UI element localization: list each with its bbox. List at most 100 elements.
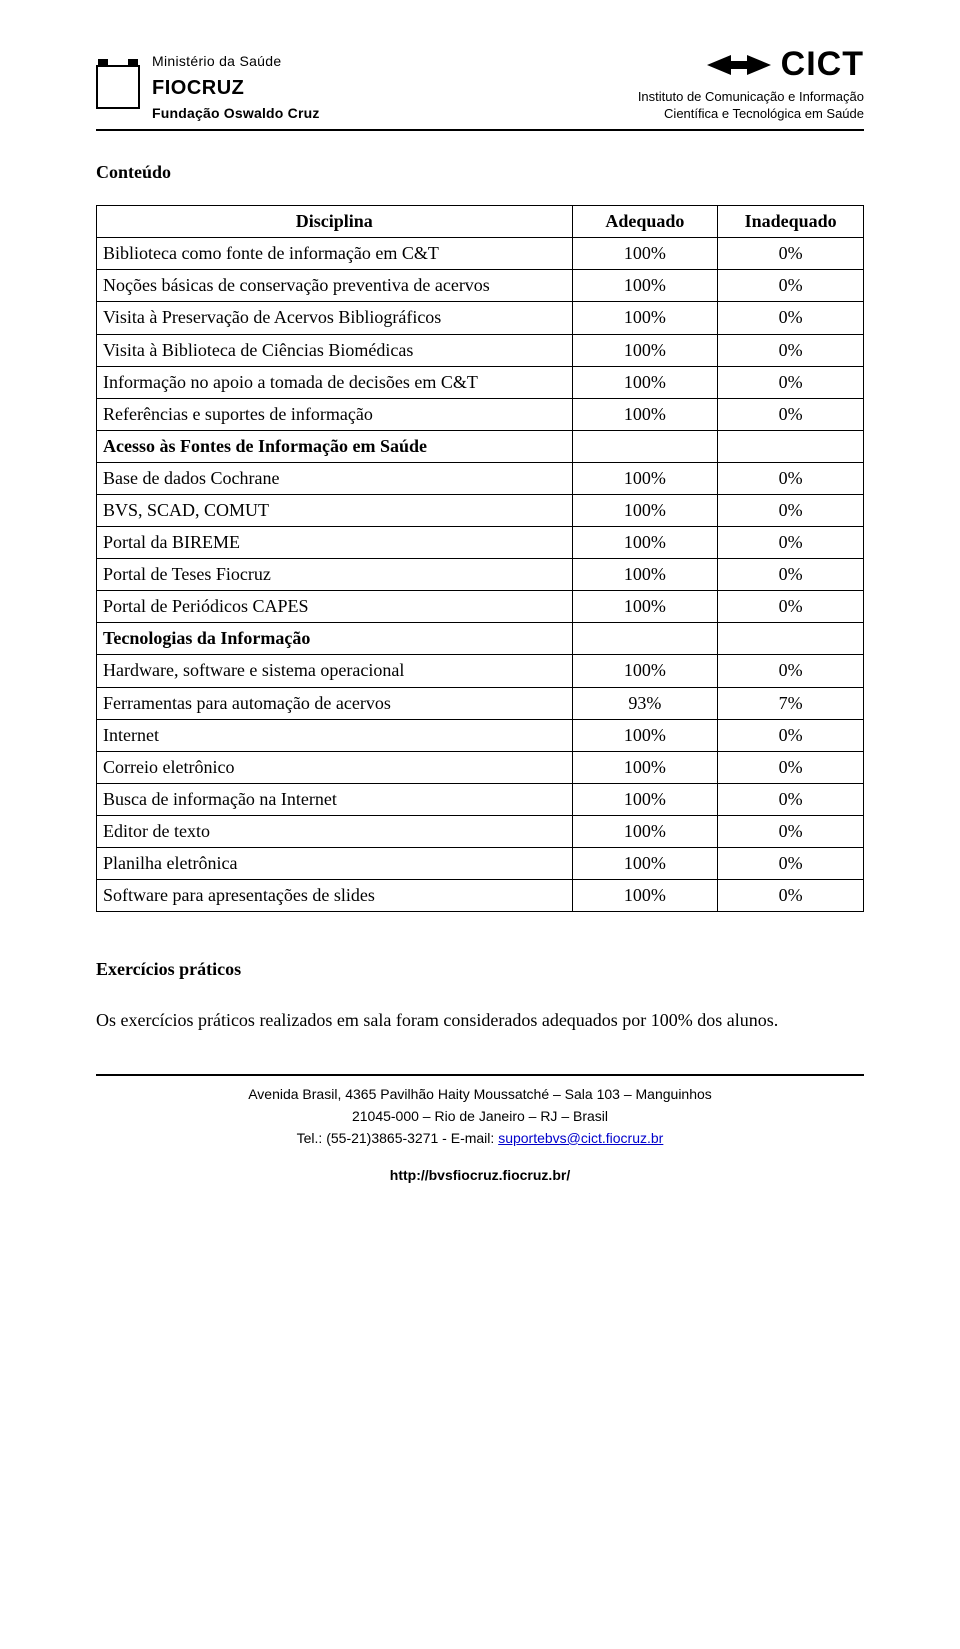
table-row: Tecnologias da Informação bbox=[97, 623, 864, 655]
row-inadequado bbox=[718, 430, 864, 462]
table-row: Portal de Teses Fiocruz100%0% bbox=[97, 559, 864, 591]
col-header-inadequado: Inadequado bbox=[718, 206, 864, 238]
row-adequado: 100% bbox=[572, 462, 718, 494]
row-adequado: 100% bbox=[572, 751, 718, 783]
footer-tel-prefix: Tel.: (55-21)3865-3271 - E-mail: bbox=[297, 1130, 499, 1146]
row-label: Software para apresentações de slides bbox=[97, 880, 573, 912]
row-inadequado: 0% bbox=[718, 366, 864, 398]
row-label: Referências e suportes de informação bbox=[97, 398, 573, 430]
row-label: Internet bbox=[97, 719, 573, 751]
row-inadequado: 0% bbox=[718, 495, 864, 527]
table-row: Planilha eletrônica100%0% bbox=[97, 848, 864, 880]
exercises-paragraph: Os exercícios práticos realizados em sal… bbox=[96, 1002, 864, 1038]
table-row: Biblioteca como fonte de informação em C… bbox=[97, 238, 864, 270]
row-adequado: 100% bbox=[572, 880, 718, 912]
row-inadequado: 0% bbox=[718, 848, 864, 880]
row-label: Portal de Periódicos CAPES bbox=[97, 591, 573, 623]
row-adequado: 100% bbox=[572, 719, 718, 751]
table-row: Internet100%0% bbox=[97, 719, 864, 751]
row-label: Visita à Preservação de Acervos Bibliogr… bbox=[97, 302, 573, 334]
letterhead-left-text: Ministério da Saúde FIOCRUZ Fundação Osw… bbox=[152, 51, 320, 123]
institute-line-1: Instituto de Comunicação e Informação bbox=[638, 89, 864, 106]
col-header-disciplina: Disciplina bbox=[97, 206, 573, 238]
page: Ministério da Saúde FIOCRUZ Fundação Osw… bbox=[0, 0, 960, 1649]
table-row: Hardware, software e sistema operacional… bbox=[97, 655, 864, 687]
fiocruz-castle-icon bbox=[96, 65, 140, 109]
row-label: Hardware, software e sistema operacional bbox=[97, 655, 573, 687]
table-row: Referências e suportes de informação100%… bbox=[97, 398, 864, 430]
section-title: Conteúdo bbox=[96, 159, 864, 185]
table-row: Visita à Biblioteca de Ciências Biomédic… bbox=[97, 334, 864, 366]
footer-block: Avenida Brasil, 4365 Pavilhão Haity Mous… bbox=[96, 1084, 864, 1149]
footer-rule bbox=[96, 1074, 864, 1076]
letterhead-right: CICT Instituto de Comunicação e Informaç… bbox=[638, 40, 864, 123]
row-inadequado: 0% bbox=[718, 302, 864, 334]
row-inadequado: 0% bbox=[718, 655, 864, 687]
fiocruz-line: FIOCRUZ bbox=[152, 74, 320, 103]
table-row: Busca de informação na Internet100%0% bbox=[97, 783, 864, 815]
row-adequado: 100% bbox=[572, 366, 718, 398]
row-adequado: 100% bbox=[572, 270, 718, 302]
row-inadequado: 0% bbox=[718, 462, 864, 494]
row-label: BVS, SCAD, COMUT bbox=[97, 495, 573, 527]
letterhead-left: Ministério da Saúde FIOCRUZ Fundação Osw… bbox=[96, 51, 320, 123]
conteudo-table: Disciplina Adequado Inadequado Bibliotec… bbox=[96, 205, 864, 912]
row-inadequado: 0% bbox=[718, 270, 864, 302]
table-row: Informação no apoio a tomada de decisões… bbox=[97, 366, 864, 398]
row-label: Biblioteca como fonte de informação em C… bbox=[97, 238, 573, 270]
table-row: Base de dados Cochrane100%0% bbox=[97, 462, 864, 494]
foundation-line: Fundação Oswaldo Cruz bbox=[152, 103, 320, 123]
row-inadequado: 0% bbox=[718, 591, 864, 623]
row-inadequado: 0% bbox=[718, 334, 864, 366]
footer-address-1: Avenida Brasil, 4365 Pavilhão Haity Mous… bbox=[96, 1084, 864, 1106]
cict-acronym: CICT bbox=[781, 40, 864, 89]
row-inadequado: 0% bbox=[718, 815, 864, 847]
row-adequado: 100% bbox=[572, 527, 718, 559]
table-body: Biblioteca como fonte de informação em C… bbox=[97, 238, 864, 912]
row-label: Editor de texto bbox=[97, 815, 573, 847]
row-label: Noções básicas de conservação preventiva… bbox=[97, 270, 573, 302]
row-adequado: 93% bbox=[572, 687, 718, 719]
row-label: Acesso às Fontes de Informação em Saúde bbox=[97, 430, 573, 462]
row-label: Busca de informação na Internet bbox=[97, 783, 573, 815]
row-inadequado bbox=[718, 623, 864, 655]
row-inadequado: 0% bbox=[718, 751, 864, 783]
table-row: Noções básicas de conservação preventiva… bbox=[97, 270, 864, 302]
row-label: Tecnologias da Informação bbox=[97, 623, 573, 655]
table-row: Acesso às Fontes de Informação em Saúde bbox=[97, 430, 864, 462]
row-label: Portal da BIREME bbox=[97, 527, 573, 559]
row-label: Base de dados Cochrane bbox=[97, 462, 573, 494]
row-inadequado: 0% bbox=[718, 238, 864, 270]
row-label: Informação no apoio a tomada de decisões… bbox=[97, 366, 573, 398]
row-adequado: 100% bbox=[572, 398, 718, 430]
row-inadequado: 7% bbox=[718, 687, 864, 719]
table-row: Editor de texto100%0% bbox=[97, 815, 864, 847]
row-adequado bbox=[572, 430, 718, 462]
table-row: Software para apresentações de slides100… bbox=[97, 880, 864, 912]
footer-contact: Tel.: (55-21)3865-3271 - E-mail: suporte… bbox=[96, 1128, 864, 1150]
row-adequado: 100% bbox=[572, 783, 718, 815]
footer-url: http://bvsfiocruz.fiocruz.br/ bbox=[96, 1165, 864, 1185]
row-inadequado: 0% bbox=[718, 783, 864, 815]
row-label: Ferramentas para automação de acervos bbox=[97, 687, 573, 719]
institute-line-2: Científica e Tecnológica em Saúde bbox=[664, 106, 864, 123]
letterhead: Ministério da Saúde FIOCRUZ Fundação Osw… bbox=[96, 40, 864, 123]
row-adequado: 100% bbox=[572, 591, 718, 623]
cict-arrows-icon bbox=[707, 47, 771, 83]
header-rule bbox=[96, 129, 864, 131]
table-row: Correio eletrônico100%0% bbox=[97, 751, 864, 783]
row-label: Planilha eletrônica bbox=[97, 848, 573, 880]
table-row: BVS, SCAD, COMUT100%0% bbox=[97, 495, 864, 527]
table-header-row: Disciplina Adequado Inadequado bbox=[97, 206, 864, 238]
row-label: Portal de Teses Fiocruz bbox=[97, 559, 573, 591]
row-inadequado: 0% bbox=[718, 559, 864, 591]
row-inadequado: 0% bbox=[718, 880, 864, 912]
table-row: Portal da BIREME100%0% bbox=[97, 527, 864, 559]
row-adequado bbox=[572, 623, 718, 655]
row-adequado: 100% bbox=[572, 559, 718, 591]
footer-email-link[interactable]: suportebvs@cict.fiocruz.br bbox=[498, 1130, 663, 1146]
row-label: Visita à Biblioteca de Ciências Biomédic… bbox=[97, 334, 573, 366]
table-row: Ferramentas para automação de acervos93%… bbox=[97, 687, 864, 719]
footer-address-2: 21045-000 – Rio de Janeiro – RJ – Brasil bbox=[96, 1106, 864, 1128]
row-adequado: 100% bbox=[572, 655, 718, 687]
